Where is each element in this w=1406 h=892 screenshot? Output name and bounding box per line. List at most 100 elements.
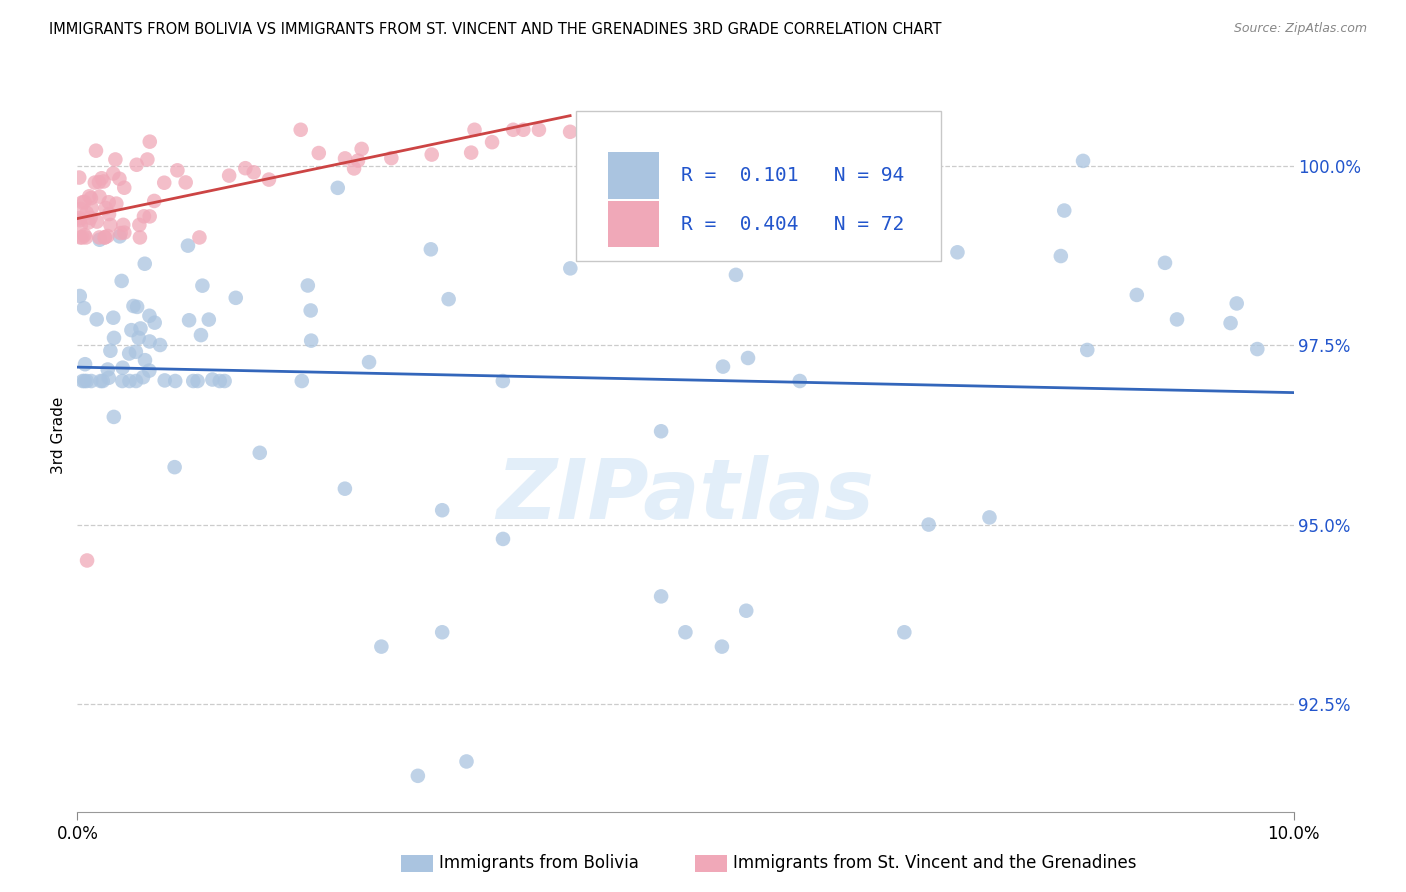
Point <box>291 374 314 388</box>
Point <box>735 604 758 618</box>
Point <box>67 211 90 226</box>
Point <box>125 344 148 359</box>
Point <box>1246 342 1268 356</box>
Point <box>98 207 121 221</box>
Point <box>235 161 257 176</box>
Point <box>481 135 503 149</box>
Point <box>128 331 150 345</box>
Point <box>326 181 349 195</box>
Point <box>84 144 107 158</box>
Point <box>710 640 733 654</box>
Point <box>299 334 322 348</box>
Point <box>406 769 429 783</box>
Point <box>108 171 131 186</box>
Point <box>174 176 197 190</box>
Point <box>73 374 96 388</box>
Point <box>347 153 370 168</box>
Point <box>120 323 142 337</box>
Point <box>153 373 176 387</box>
Point <box>103 310 125 325</box>
Point <box>370 640 392 654</box>
Point <box>419 243 441 257</box>
Point <box>143 316 166 330</box>
Point <box>308 146 330 161</box>
Point <box>103 167 125 181</box>
Point <box>72 195 94 210</box>
Point <box>83 176 105 190</box>
Point <box>111 374 134 388</box>
Point <box>69 289 91 303</box>
Point <box>190 328 212 343</box>
Point <box>100 343 122 358</box>
Point <box>711 359 734 374</box>
Point <box>73 301 96 315</box>
Point <box>1126 288 1149 302</box>
Point <box>111 360 134 375</box>
Point <box>72 374 94 388</box>
Point <box>1049 249 1071 263</box>
Point <box>201 372 224 386</box>
Point <box>103 409 125 424</box>
Point <box>463 122 485 136</box>
Point <box>76 206 98 220</box>
Point <box>79 189 101 203</box>
Point <box>118 374 141 388</box>
Point <box>104 153 127 167</box>
Point <box>1071 153 1094 168</box>
Point <box>73 357 96 371</box>
Point <box>73 194 96 209</box>
Text: Immigrants from St. Vincent and the Grenadines: Immigrants from St. Vincent and the Gren… <box>733 855 1136 872</box>
Point <box>166 163 188 178</box>
Point <box>70 219 93 233</box>
Point <box>86 214 108 228</box>
Point <box>73 228 96 243</box>
Point <box>149 338 172 352</box>
Point <box>979 510 1001 524</box>
Point <box>91 374 114 388</box>
Point <box>946 245 969 260</box>
Point <box>110 226 132 240</box>
Point <box>257 172 280 186</box>
Point <box>77 215 100 229</box>
Point <box>188 230 211 244</box>
Point <box>132 209 155 223</box>
Point <box>96 229 118 244</box>
Point <box>80 374 103 388</box>
Point <box>112 180 135 194</box>
Point <box>79 211 101 225</box>
Point <box>112 218 135 232</box>
Point <box>181 374 204 388</box>
Point <box>138 334 160 349</box>
FancyBboxPatch shape <box>607 201 658 247</box>
Point <box>97 371 120 385</box>
Point <box>128 218 150 232</box>
Point <box>430 625 453 640</box>
Point <box>357 355 380 369</box>
Point <box>90 374 112 388</box>
Point <box>512 122 534 136</box>
Point <box>650 424 672 438</box>
Point <box>80 201 103 215</box>
Point <box>134 257 156 271</box>
Point <box>139 135 162 149</box>
Point <box>87 175 110 189</box>
Point <box>93 174 115 188</box>
Text: ZIPatlas: ZIPatlas <box>496 455 875 536</box>
Point <box>90 171 112 186</box>
Point <box>134 353 156 368</box>
Point <box>69 230 91 244</box>
Point <box>502 122 524 136</box>
Point <box>460 145 482 160</box>
Point <box>93 230 115 244</box>
Point <box>560 261 582 276</box>
Point <box>69 213 91 227</box>
Point <box>111 274 134 288</box>
Point <box>105 196 128 211</box>
Point <box>112 226 135 240</box>
Point <box>80 191 103 205</box>
Point <box>918 517 941 532</box>
Text: R =  0.101   N = 94: R = 0.101 N = 94 <box>681 166 904 185</box>
Point <box>1053 203 1076 218</box>
Text: R =  0.404   N = 72: R = 0.404 N = 72 <box>681 215 904 234</box>
Point <box>138 363 160 377</box>
